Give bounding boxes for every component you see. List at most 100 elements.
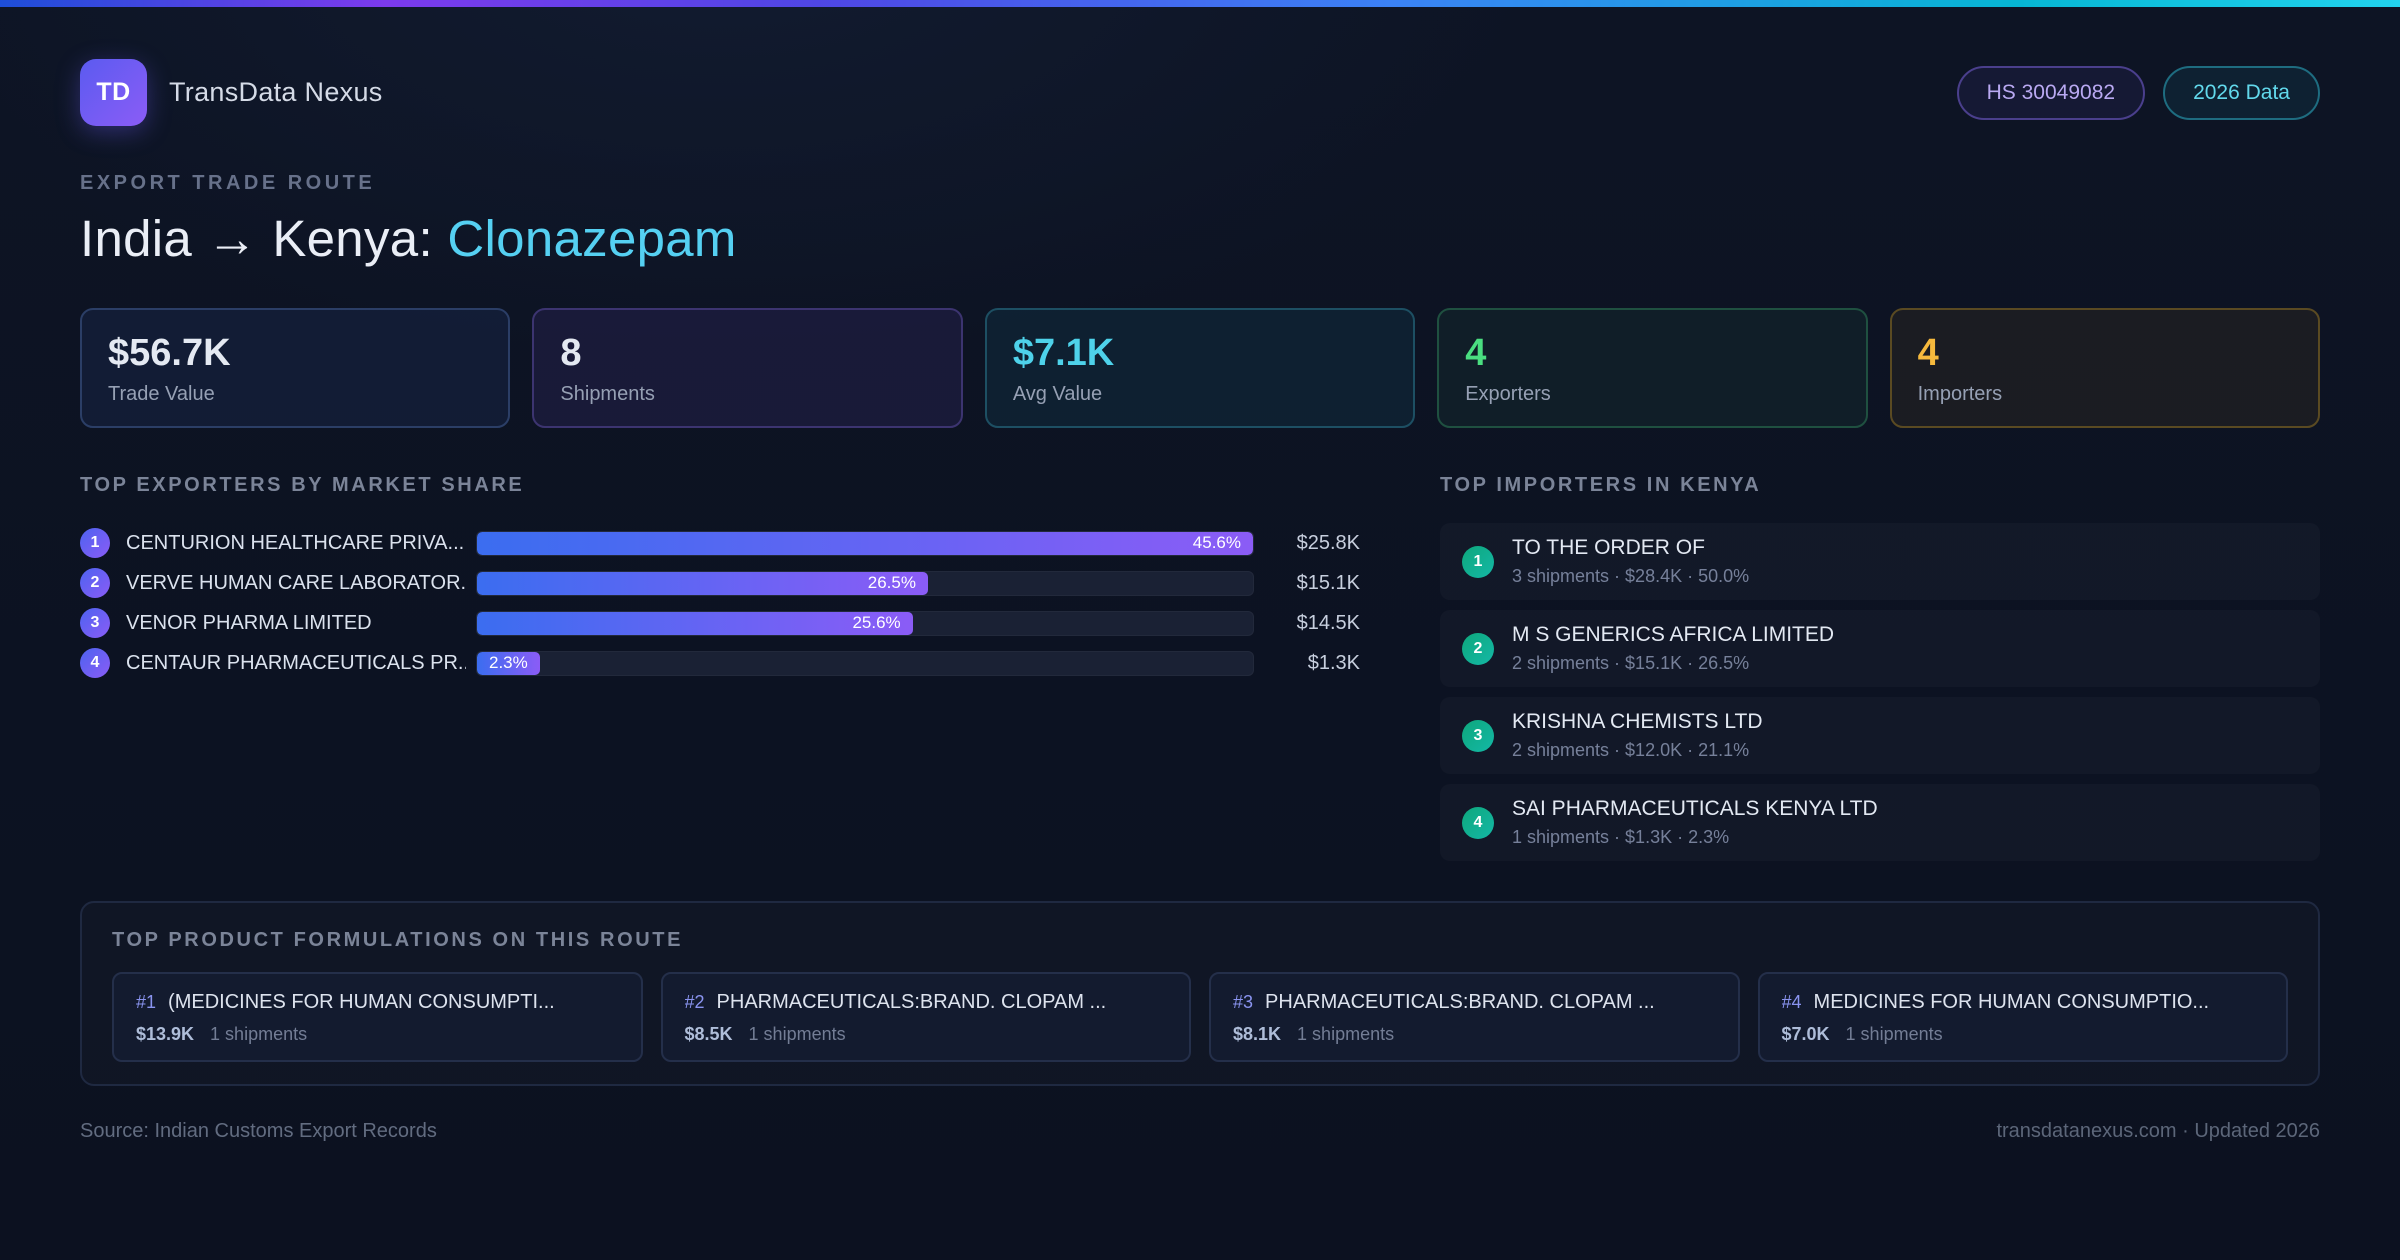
exporter-name: VENOR PHARMA LIMITED [126,611,372,634]
formulation-name: (MEDICINES FOR HUMAN CONSUMPTI... [168,991,555,1013]
stat-label: Trade Value [108,383,215,405]
page-container: TD TransData Nexus HS 30049082 2026 Data … [0,59,2400,1143]
stat-value: 4 [1917,332,1939,374]
importer-name: M S GENERICS AFRICA LIMITED [1512,623,1835,646]
formulation-card: #1 (MEDICINES FOR HUMAN CONSUMPTI... $13… [112,972,643,1062]
app-logo-text: TD [96,78,131,106]
stat-value: $56.7K [108,332,231,374]
app-name: TransData Nexus [169,77,383,107]
exporter-name: CENTURION HEALTHCARE PRIVA... [126,531,465,554]
exporter-name: VERVE HUMAN CARE LABORATOR... [126,571,466,594]
header: TD TransData Nexus HS 30049082 2026 Data [80,59,2320,126]
badge-label: 2026 Data [2193,80,2290,104]
footer-source: Source: Indian Customs Export Records [80,1120,437,1142]
exporter-trade-value: $1.3K [1307,651,1360,674]
formulation-rank: #4 [1781,992,1802,1012]
importer-meta: 2 shipments · $15.1K · 26.5% [1512,653,1750,673]
main-columns: TOP EXPORTERS BY MARKET SHARE 1 CENTURIO… [80,474,2320,861]
stat-card: $56.7K Trade Value [80,308,511,428]
stat-label: Importers [1917,383,2003,405]
formulation-rank: #2 [684,992,705,1012]
market-share-bar-track: 45.6% [476,530,1254,556]
formulation-rank: #1 [136,992,157,1012]
header-badges: HS 30049082 2026 Data [1956,65,2320,120]
market-share-bar-fill: 45.6% [477,531,1253,555]
brand: TD TransData Nexus [80,59,383,126]
market-share-percent-label: 45.6% [1192,533,1241,552]
formulation-meta: 1 shipments [1297,1024,1395,1044]
exporter-row: 1 CENTURION HEALTHCARE PRIVA... 45.6% $2… [80,523,1360,563]
exporters-heading: TOP EXPORTERS BY MARKET SHARE [80,474,525,496]
market-share-percent-label: 26.5% [867,573,916,592]
formulations-panel: TOP PRODUCT FORMULATIONS ON THIS ROUTE #… [80,901,2320,1086]
stat-card: 8 Shipments [532,308,963,428]
exporter-row: 2 VERVE HUMAN CARE LABORATOR... 26.5% $1… [80,563,1360,603]
importer-rank-badge: 1 [1462,545,1494,578]
importer-list-item: 4 SAI PHARMACEUTICALS KENYA LTD 1 shipme… [1440,784,2320,861]
stat-card: 4 Importers [1889,308,2321,428]
market-share-bar-track: 2.3% [476,650,1254,676]
stat-value: 4 [1465,332,1487,374]
exporter-row: 3 VENOR PHARMA LIMITED 25.6% $14.5K [80,603,1360,643]
formulation-rank: #3 [1233,992,1254,1012]
exporter-trade-value: $14.5K [1296,611,1360,634]
formulation-cards: #1 (MEDICINES FOR HUMAN CONSUMPTI... $13… [112,972,2288,1062]
stat-card: 4 Exporters [1437,308,1868,428]
stat-value: 8 [560,332,582,374]
importer-meta: 3 shipments · $28.4K · 50.0% [1512,566,1750,586]
importers-section: TOP IMPORTERS IN KENYA 1 TO THE ORDER OF… [1440,474,2320,861]
importer-rank-badge: 2 [1462,632,1494,665]
formulation-card: #3 PHARMACEUTICALS:BRAND. CLOPAM ... $8.… [1209,972,1740,1062]
formulation-value: $8.5K [684,1024,733,1044]
importers-heading: TOP IMPORTERS IN KENYA [1440,474,1762,496]
header-badge: HS 30049082 [1956,65,2146,120]
footer-site: transdatanexus.com · Updated 2026 [1996,1120,2320,1142]
stat-label: Shipments [560,383,655,405]
market-share-percent-label: 25.6% [852,613,901,632]
exporter-rank-badge: 4 [80,648,110,678]
top-accent-bar [0,0,2400,7]
formulation-name: MEDICINES FOR HUMAN CONSUMPTIO... [1813,991,2210,1013]
footer: Source: Indian Customs Export Records tr… [80,1120,2320,1143]
page-title-main: India → Kenya: [80,210,448,267]
importer-list-item: 2 M S GENERICS AFRICA LIMITED 2 shipment… [1440,610,2320,687]
formulation-value: $7.0K [1781,1024,1830,1044]
exporter-trade-value: $15.1K [1296,571,1360,594]
importer-meta: 1 shipments · $1.3K · 2.3% [1512,827,1730,847]
market-share-bar-fill: 26.5% [477,571,928,595]
importer-rank-badge: 3 [1462,719,1494,752]
stat-label: Exporters [1465,383,1551,405]
formulation-name: PHARMACEUTICALS:BRAND. CLOPAM ... [716,991,1107,1013]
importer-list-item: 1 TO THE ORDER OF 3 shipments · $28.4K ·… [1440,523,2320,600]
header-badge: 2026 Data [2163,65,2320,120]
formulations-heading: TOP PRODUCT FORMULATIONS ON THIS ROUTE [112,929,684,951]
formulation-value: $13.9K [136,1024,195,1044]
formulation-card: #4 MEDICINES FOR HUMAN CONSUMPTIO... $7.… [1757,972,2288,1062]
market-share-bar-fill: 2.3% [477,651,540,675]
app-logo: TD [80,59,147,126]
market-share-bar-fill: 25.6% [477,611,913,635]
page-title: India → Kenya: Clonazepam [80,209,2320,268]
importers-list: 1 TO THE ORDER OF 3 shipments · $28.4K ·… [1440,523,2320,861]
market-share-percent-label: 2.3% [489,653,528,672]
exporter-name: CENTAUR PHARMACEUTICALS PR... [126,651,466,674]
exporters-bar-chart: 1 CENTURION HEALTHCARE PRIVA... 45.6% $2… [80,523,1360,683]
stat-label: Avg Value [1012,383,1103,405]
importer-name: SAI PHARMACEUTICALS KENYA LTD [1512,797,1878,820]
exporter-rank-badge: 3 [80,608,110,638]
exporters-section: TOP EXPORTERS BY MARKET SHARE 1 CENTURIO… [80,474,1360,861]
stat-card: $7.1K Avg Value [984,308,1416,428]
exporter-rank-badge: 2 [80,568,110,598]
formulation-meta: 1 shipments [748,1024,846,1044]
formulation-meta: 1 shipments [1845,1024,1943,1044]
importer-name: KRISHNA CHEMISTS LTD [1512,710,1763,733]
formulation-meta: 1 shipments [210,1024,308,1044]
importer-name: TO THE ORDER OF [1512,536,1705,559]
formulation-card: #2 PHARMACEUTICALS:BRAND. CLOPAM ... $8.… [660,972,1191,1062]
importer-rank-badge: 4 [1462,806,1494,839]
market-share-bar-track: 26.5% [476,570,1254,596]
exporter-row: 4 CENTAUR PHARMACEUTICALS PR... 2.3% $1.… [80,643,1360,683]
exporter-trade-value: $25.8K [1296,531,1360,554]
page-title-accent: Clonazepam [447,210,737,267]
stats-row: $56.7K Trade Value 8 Shipments $7.1K Avg… [80,308,2321,428]
